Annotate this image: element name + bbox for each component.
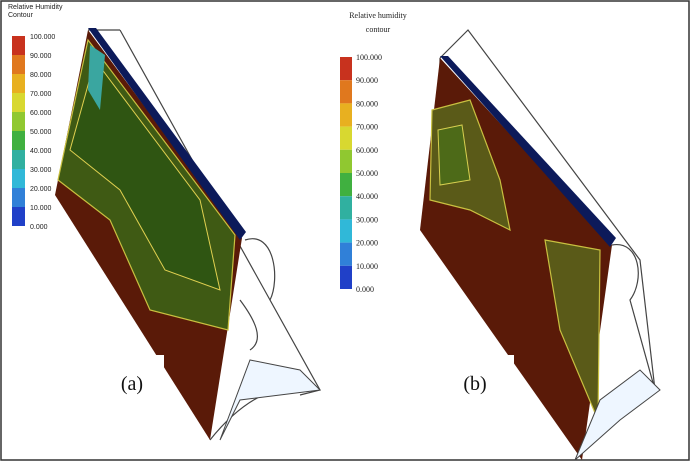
color-bar-segment: [12, 93, 25, 112]
panel-label: (b): [463, 373, 486, 395]
legend-label: 10.000: [30, 205, 52, 212]
legend-title: Relative humidity: [349, 11, 407, 20]
legend-label: 100.000: [356, 53, 382, 62]
legend-label: 80.000: [356, 99, 378, 108]
legend-label: 10.000: [356, 262, 378, 271]
legend-title: Contour: [8, 12, 34, 19]
legend-label: 40.000: [30, 148, 52, 155]
legend-label: 50.000: [30, 129, 52, 136]
legend-label: 70.000: [30, 91, 52, 98]
legend-label: 30.000: [356, 215, 378, 224]
legend-label: 20.000: [30, 186, 52, 193]
color-bar-segment: [340, 196, 352, 219]
color-bar-segment: [340, 150, 352, 173]
legend-label: 100.000: [30, 34, 55, 41]
color-bar-segment: [12, 207, 25, 226]
color-bar-segment: [340, 57, 352, 80]
legend-label: 50.000: [356, 169, 378, 178]
legend-label: 60.000: [30, 110, 52, 117]
legend-label: 60.000: [356, 146, 378, 155]
color-bar-segment: [340, 266, 352, 289]
color-bar-segment: [12, 188, 25, 207]
panel-label: (a): [121, 373, 143, 395]
color-bar-segment: [340, 127, 352, 150]
legend-label: 0.000: [30, 224, 48, 231]
legend-label: 90.000: [356, 76, 378, 85]
legend-label: 70.000: [356, 123, 378, 132]
color-bar-segment: [12, 131, 25, 150]
legend-label: 0.000: [356, 285, 374, 294]
color-bar-segment: [12, 112, 25, 131]
legend-label: 30.000: [30, 167, 52, 174]
legend-title: Relative Humidity: [8, 4, 63, 11]
color-bar-segment: [340, 103, 352, 126]
color-bar-segment: [12, 169, 25, 188]
legend-title: contour: [366, 25, 391, 34]
color-bar-segment: [12, 150, 25, 169]
legend-label: 20.000: [356, 239, 378, 248]
color-bar-segment: [12, 36, 25, 55]
color-bar-segment: [340, 219, 352, 242]
legend-label: 40.000: [356, 192, 378, 201]
legend-label: 80.000: [30, 72, 52, 79]
color-bar-segment: [340, 173, 352, 196]
color-bar-segment: [12, 55, 25, 74]
figure: (a) (b) Relative HumidityContour 100.000 9…: [0, 0, 690, 461]
color-bar-segment: [12, 74, 25, 93]
color-bar-segment: [340, 80, 352, 103]
legend-label: 90.000: [30, 53, 52, 60]
color-bar-segment: [340, 243, 352, 266]
